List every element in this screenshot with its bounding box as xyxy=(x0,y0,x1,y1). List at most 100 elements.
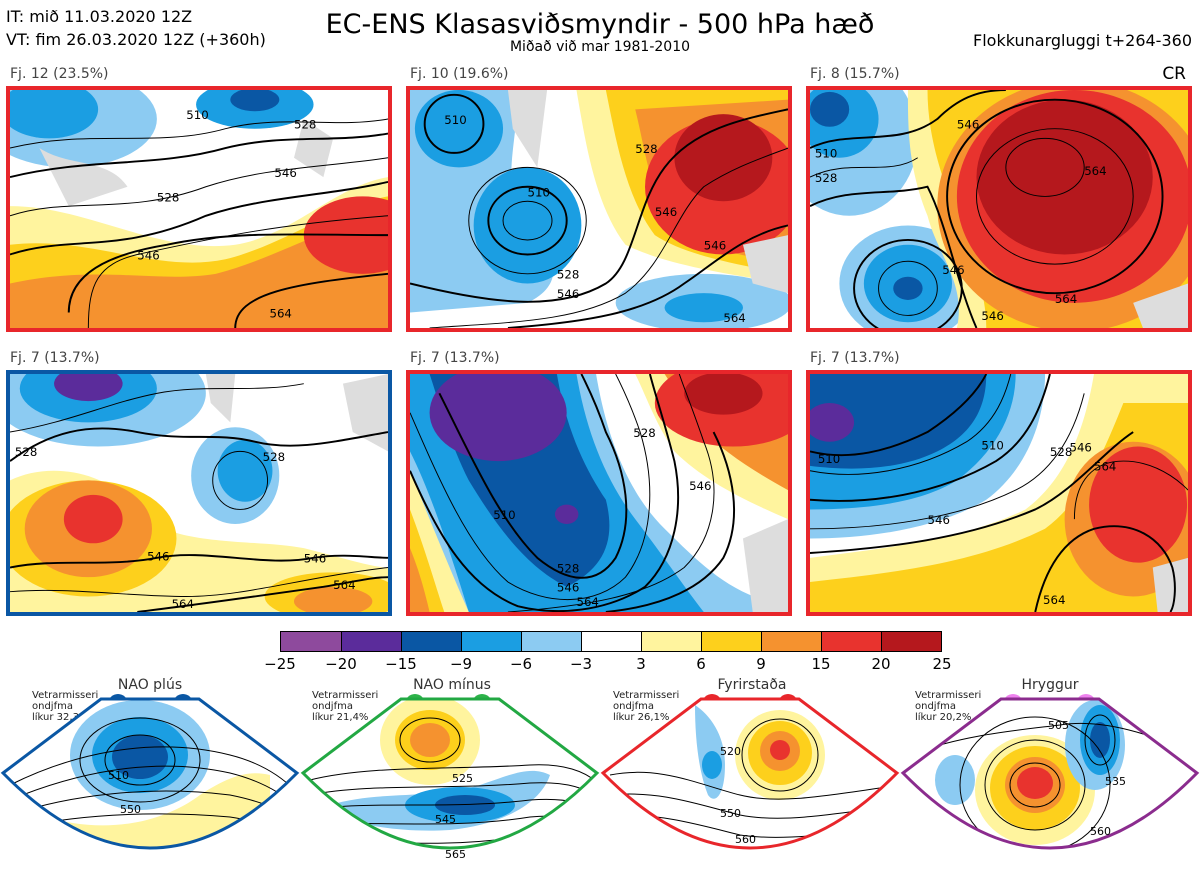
regime-nao-minus-title: NAO mínus xyxy=(413,677,491,693)
initial-time: IT: mið 11.03.2020 12Z xyxy=(6,7,193,26)
colorbar-cell-9 xyxy=(761,631,821,652)
contour-label: 510 xyxy=(493,508,515,522)
cluster-map-panel-4: 528 528 546 546 564 564 xyxy=(6,370,392,616)
contour-label: 510 xyxy=(186,108,208,122)
contour-label: 528 xyxy=(557,561,579,575)
cluster-map-1: 510 528 546 528 546 564 xyxy=(10,90,388,328)
contour-label: 546 xyxy=(704,239,726,253)
contour-label: 528 xyxy=(633,426,655,440)
contour-label: 546 xyxy=(942,263,964,277)
contour-label: 546 xyxy=(147,550,169,564)
cluster-map-panel-2: 510 510 528 546 546 564 546 528 xyxy=(406,86,792,332)
panel-1-label: Fj. 12 (23.5%) xyxy=(10,66,109,82)
contour-label: 565 xyxy=(445,848,466,861)
colorbar-tick: 6 xyxy=(696,655,706,673)
contour-label: 546 xyxy=(557,287,579,301)
contour-label: 560 xyxy=(1090,825,1111,838)
panel-6-label: Fj. 7 (13.7%) xyxy=(810,350,900,366)
contour-label: 546 xyxy=(957,118,979,132)
colorbar-cell-8 xyxy=(701,631,761,652)
classification-window: Flokkunargluggi t+264-360 xyxy=(973,31,1192,50)
colorbar-cell-5 xyxy=(521,631,581,652)
contour-label: 546 xyxy=(928,513,950,527)
contour-label: 546 xyxy=(1070,440,1092,454)
regime-ridge-map: 505 535 560 xyxy=(900,695,1200,867)
colorbar-tick: −15 xyxy=(385,655,417,673)
regime-nao-plus-info: Vetrarmisseri ondjfma líkur 32,3% xyxy=(32,690,99,723)
colorbar-tick: −20 xyxy=(325,655,357,673)
contour-label: 546 xyxy=(274,166,296,180)
cluster-map-panel-1: 510 528 546 528 546 564 xyxy=(6,86,392,332)
contour-label: 510 xyxy=(815,147,837,161)
regime-blocking-map: 520 550 560 xyxy=(600,695,900,867)
regime-ridge-info: Vetrarmisseri ondjfma líkur 20,2% xyxy=(915,690,982,723)
cluster-map-panel-6: 510 510 528 546 546 564 564 xyxy=(806,370,1192,616)
cluster-map-panel-5: 528 546 510 528 546 564 xyxy=(406,370,792,616)
contour-label: 510 xyxy=(818,452,840,466)
contour-label: 564 xyxy=(333,578,355,592)
regime-nao-minus-map: 525 545 565 xyxy=(300,695,600,867)
colorbar-tick: 15 xyxy=(811,655,831,673)
contour-label: 528 xyxy=(263,450,285,464)
regime-nao-plus-map: 510 550 xyxy=(0,695,300,867)
panel-4-label: Fj. 7 (13.7%) xyxy=(10,350,100,366)
valid-time: VT: fim 26.03.2020 12Z (+360h) xyxy=(6,30,266,49)
contour-label: 564 xyxy=(1084,164,1106,178)
regime-nao-minus-info: Vetrarmisseri ondjfma líkur 21,4% xyxy=(312,690,379,723)
contour-label: 550 xyxy=(120,803,141,816)
colorbar-cell-2 xyxy=(341,631,401,652)
colorbar-cell-3 xyxy=(401,631,461,652)
contour-label: 550 xyxy=(720,807,741,820)
contour-label: 520 xyxy=(720,745,741,758)
cluster-map-2: 510 510 528 546 546 564 546 528 xyxy=(410,90,788,328)
regime-blocking-info: Vetrarmisseri ondjfma líkur 26,1% xyxy=(613,690,680,723)
contour-label: 564 xyxy=(172,597,194,611)
colorbar-cell-6 xyxy=(581,631,641,652)
contour-label: 528 xyxy=(815,171,837,185)
contour-label: 564 xyxy=(1094,460,1116,474)
contour-label: 510 xyxy=(444,113,466,127)
page-subtitle: Miðað við mar 1981-2010 xyxy=(509,39,691,55)
cluster-map-3: 546 510 528 564 546 564 546 xyxy=(810,90,1188,328)
colorbar-cell-11 xyxy=(881,631,942,652)
contour-label: 510 xyxy=(528,185,550,199)
cluster-map-6: 510 510 528 546 546 564 564 xyxy=(810,374,1188,612)
colorbar-cell-7 xyxy=(641,631,701,652)
contour-label: 528 xyxy=(294,118,316,132)
colorbar-cell-1 xyxy=(280,631,341,652)
cr-label: CR xyxy=(1162,64,1186,84)
contour-label: 535 xyxy=(1105,775,1126,788)
regime-blocking-title: Fyrirstaða xyxy=(717,677,787,693)
colorbar-tick: −9 xyxy=(449,655,473,673)
colorbar-cell-10 xyxy=(821,631,881,652)
contour-label: 505 xyxy=(1048,719,1069,732)
contour-label: 564 xyxy=(1043,593,1065,607)
panel-2-label: Fj. 10 (19.6%) xyxy=(410,66,509,82)
contour-label: 528 xyxy=(557,268,579,282)
contour-label: 546 xyxy=(137,248,159,262)
contour-label: 528 xyxy=(15,445,37,459)
colorbar-tick: −25 xyxy=(264,655,296,673)
contour-label: 510 xyxy=(108,769,129,782)
contour-label: 545 xyxy=(435,813,456,826)
contour-label: 564 xyxy=(576,595,598,609)
cluster-map-panel-3: 546 510 528 564 546 564 546 xyxy=(806,86,1192,332)
colorbar-cell-4 xyxy=(461,631,521,652)
contour-label: 528 xyxy=(1050,445,1072,459)
colorbar-tick: 3 xyxy=(636,655,646,673)
contour-label: 525 xyxy=(452,772,473,785)
contour-label: 560 xyxy=(735,833,756,846)
regime-ridge-title: Hryggur xyxy=(1021,677,1079,693)
colorbar-tick: −3 xyxy=(569,655,593,673)
colorbar-tick: 20 xyxy=(871,655,891,673)
colorbar-tick: 9 xyxy=(756,655,766,673)
contour-label: 546 xyxy=(304,552,326,566)
regime-nao-plus-title: NAO plús xyxy=(117,677,183,693)
contour-label: 528 xyxy=(635,142,657,156)
colorbar-tick: −6 xyxy=(509,655,533,673)
cluster-map-4: 528 528 546 546 564 564 xyxy=(10,374,388,612)
contour-label: 564 xyxy=(270,306,292,320)
contour-label: 564 xyxy=(723,311,745,325)
panel-5-label: Fj. 7 (13.7%) xyxy=(410,350,500,366)
contour-label: 546 xyxy=(655,205,677,219)
